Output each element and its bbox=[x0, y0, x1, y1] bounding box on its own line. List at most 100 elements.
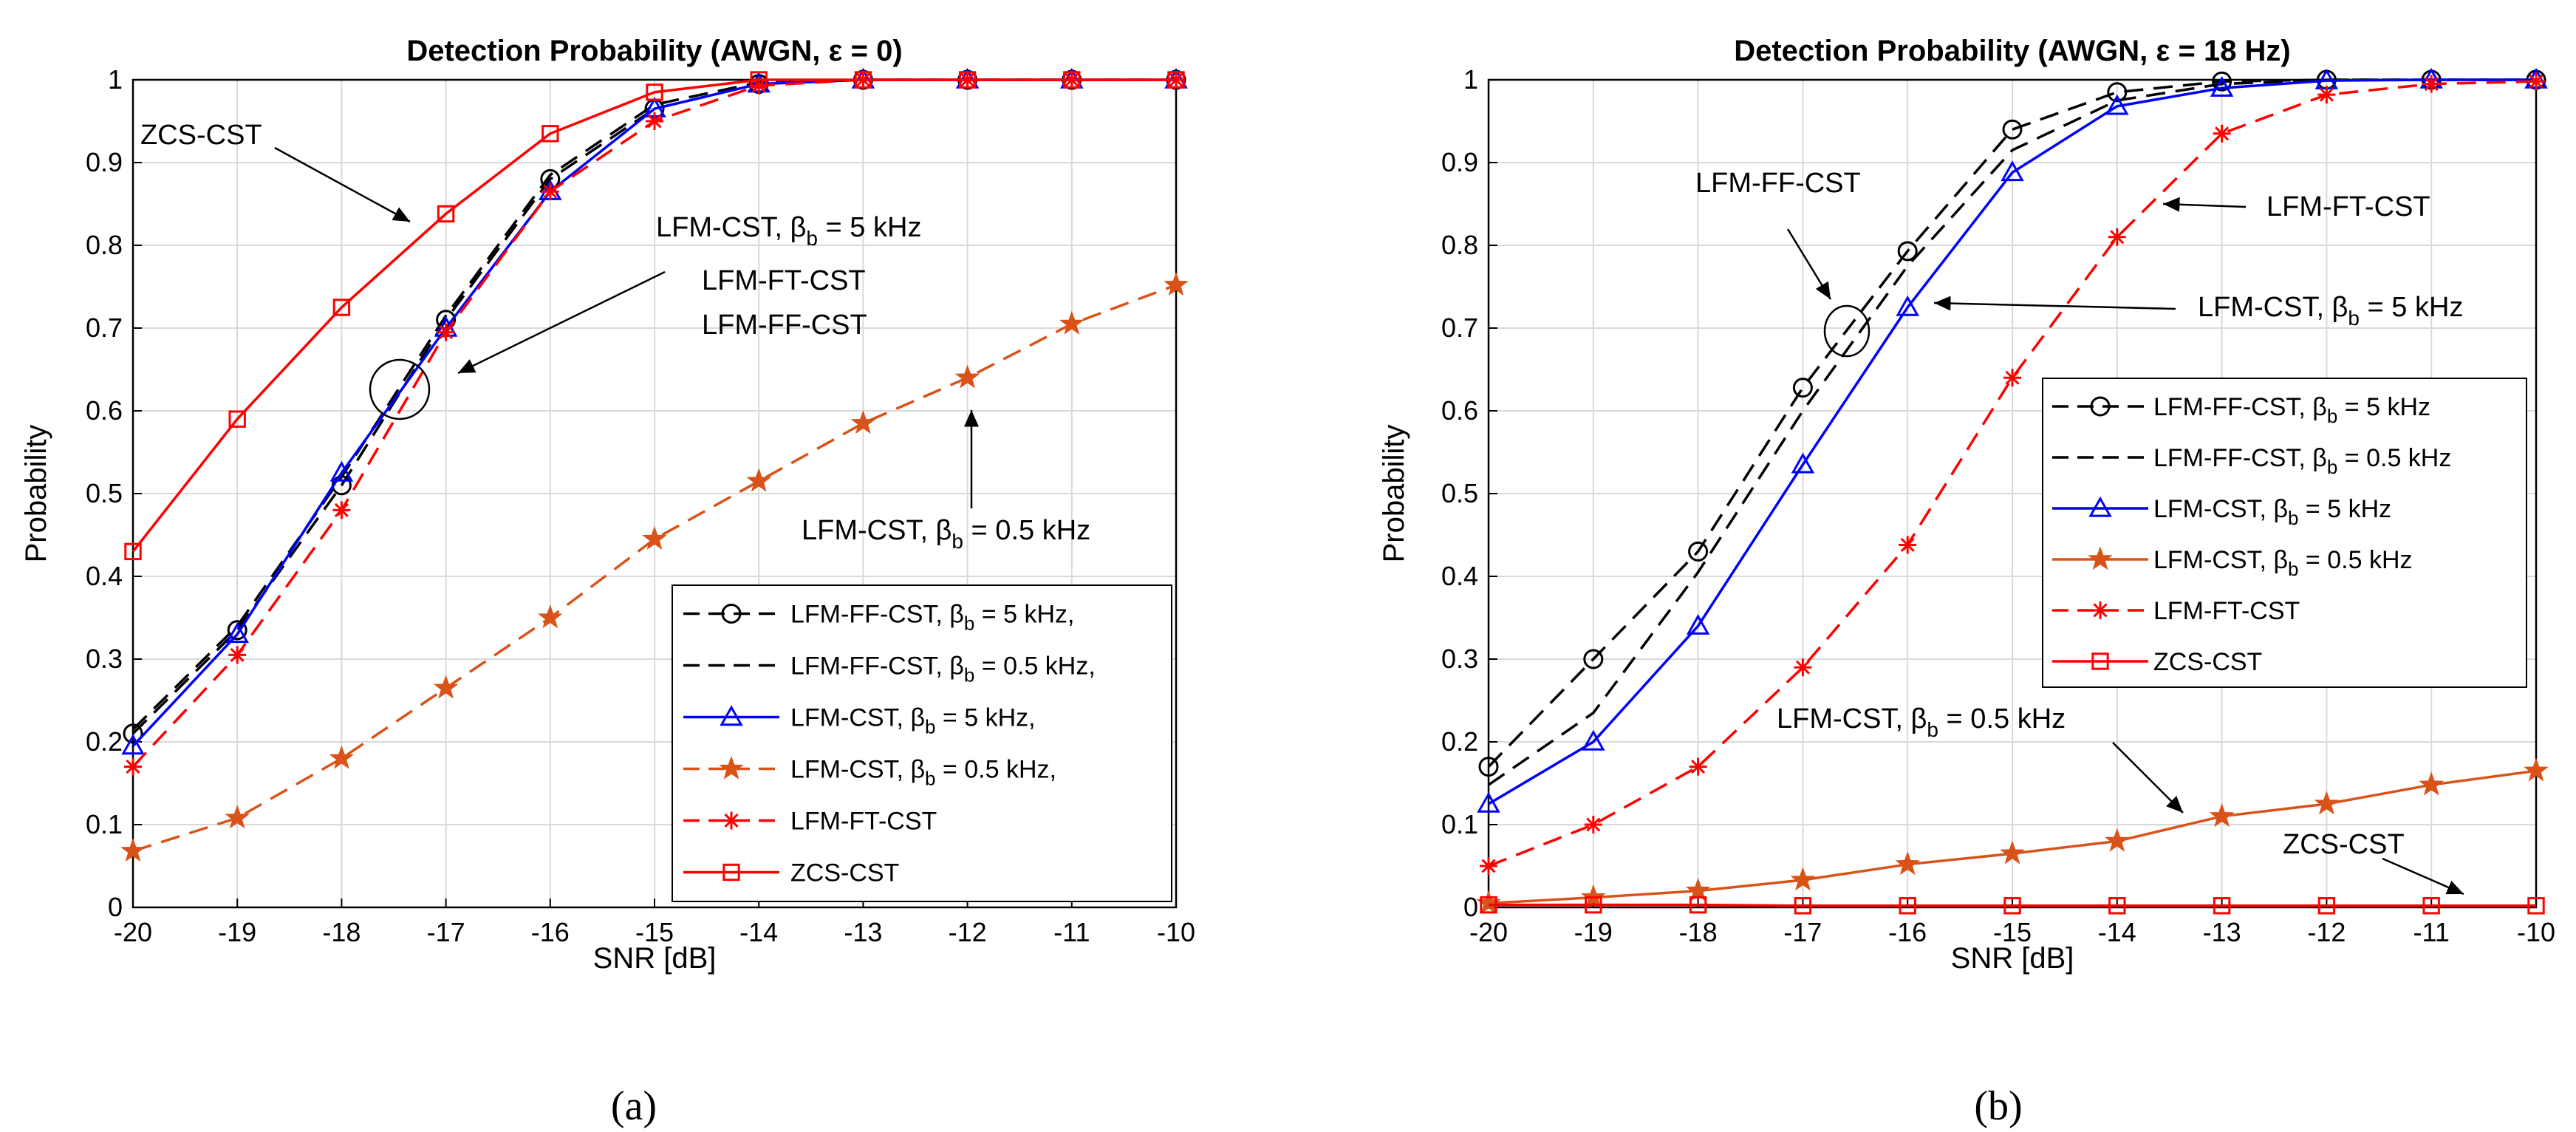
annotation-lfm-ft-cst: LFM-FT-CST bbox=[2266, 191, 2430, 222]
annotation-circle bbox=[369, 358, 431, 420]
annotation-lfm-cst-0-5khz: LFM-CST, βb = 0.5 kHz bbox=[802, 515, 1090, 553]
data-point-marker bbox=[2422, 897, 2440, 915]
annotation-lfm-ft-cst: LFM-FT-CST bbox=[702, 265, 866, 296]
y-tick-label: 0.1 bbox=[86, 809, 123, 839]
data-point-marker bbox=[2001, 160, 2024, 182]
axis-ticks: -20 -19 -18 -17 -16 -15 -14 -13 -12 -11 -10 0 0.1 0.2… bbox=[86, 64, 1195, 947]
data-point-marker bbox=[1480, 896, 1497, 914]
data-point-marker bbox=[121, 734, 145, 755]
data-point-marker bbox=[1583, 649, 1604, 669]
legend: LFM-FF-CST, βb = 5 kHz, LFM-FF-CST, βb = … bbox=[672, 584, 1172, 902]
series-line bbox=[131, 78, 1176, 553]
legend-swatch-marker bbox=[2091, 601, 2109, 619]
legend-item: LFM-CST, βb = 5 kHz bbox=[2052, 495, 2391, 529]
data-point-marker bbox=[541, 183, 559, 201]
data-point-marker bbox=[2422, 75, 2441, 93]
x-tick-label: -17 bbox=[1783, 917, 1822, 947]
chart-panel-a: -20 -19 -18 -17 -16 -15 -14 -13 -12 -11 -10 0 0.1 0.2… bbox=[20, 35, 1195, 1129]
legend-swatch-marker bbox=[2091, 652, 2109, 670]
annotation-circle bbox=[1823, 304, 1870, 358]
legend-item: LFM-CST, βb = 0.5 kHz bbox=[2052, 546, 2413, 580]
data-point-marker bbox=[1899, 536, 1917, 554]
data-point-marker bbox=[1480, 857, 1497, 875]
data-point-marker bbox=[2104, 828, 2130, 852]
data-point-marker bbox=[2314, 791, 2340, 815]
data-point-marker bbox=[437, 323, 455, 341]
data-point-marker bbox=[120, 838, 146, 862]
x-tick-label: -12 bbox=[949, 917, 987, 947]
x-tick-label: -13 bbox=[2203, 917, 2241, 947]
data-point-marker bbox=[2210, 75, 2234, 97]
data-point-marker bbox=[124, 757, 142, 776]
series-4 bbox=[1480, 72, 2545, 875]
data-point-marker bbox=[1791, 452, 1815, 474]
data-point-marker bbox=[2105, 94, 2129, 115]
legend-swatch-marker bbox=[721, 604, 742, 624]
legend: LFM-FF-CST, βb = 5 kHz LFM-FF-CST, βb = 0… bbox=[2042, 378, 2527, 688]
legend-swatch-marker bbox=[719, 755, 744, 780]
data-point-marker bbox=[2317, 897, 2336, 915]
data-point-marker bbox=[1685, 877, 1711, 901]
legend-label: LFM-FF-CST, βb = 0.5 kHz bbox=[2153, 444, 2451, 478]
y-tick-label: 0.3 bbox=[1441, 644, 1478, 674]
data-point-marker bbox=[1477, 791, 1500, 813]
data-point-marker bbox=[850, 410, 876, 434]
legend-item: LFM-CST, βb = 0.5 kHz, bbox=[683, 756, 1056, 790]
data-point-marker bbox=[227, 620, 247, 641]
data-point-marker bbox=[642, 525, 667, 550]
data-point-marker bbox=[2000, 840, 2025, 865]
data-point-marker bbox=[1164, 272, 1189, 296]
annotation-lfm-cst-5khz: LFM-CST, βb = 5 kHz bbox=[2198, 292, 2463, 330]
y-tick-label: 0.8 bbox=[86, 230, 123, 260]
panel-label-b: (b) bbox=[1974, 1083, 2022, 1129]
data-point-marker bbox=[437, 205, 455, 223]
data-point-marker bbox=[646, 112, 663, 130]
data-point-marker bbox=[2213, 897, 2231, 915]
data-point-marker bbox=[646, 83, 663, 101]
legend-label: LFM-FF-CST, βb = 5 kHz, bbox=[790, 601, 1074, 635]
data-point-marker bbox=[2003, 369, 2021, 387]
data-point-marker bbox=[225, 622, 249, 644]
data-point-marker bbox=[2212, 71, 2232, 92]
data-point-marker bbox=[1897, 241, 1918, 262]
legend-label: ZCS-CST bbox=[2153, 648, 2262, 676]
y-tick-label: 0.7 bbox=[1441, 313, 1478, 343]
legend-swatch-marker bbox=[2088, 496, 2112, 517]
y-tick-label: 0.6 bbox=[1441, 395, 1478, 426]
legend-box bbox=[672, 584, 1172, 902]
x-tick-label: -12 bbox=[2307, 917, 2346, 947]
y-tick-label: 1 bbox=[1463, 64, 1478, 95]
y-tick-label: 0.9 bbox=[1441, 147, 1478, 177]
data-point-marker bbox=[958, 71, 977, 89]
data-point-marker bbox=[2003, 897, 2021, 915]
series-line bbox=[1488, 78, 2536, 805]
legend-label: LFM-FF-CST, βb = 5 kHz bbox=[2153, 393, 2430, 427]
annotation-arrow-0-5khz bbox=[2112, 742, 2184, 814]
series-3 bbox=[120, 272, 1189, 862]
x-tick-label: -14 bbox=[2098, 917, 2136, 947]
data-point-marker bbox=[433, 675, 459, 699]
annotation-arrow-5khz bbox=[1933, 296, 2176, 311]
x-tick-label: -10 bbox=[1157, 917, 1195, 947]
x-tick-label: -20 bbox=[1469, 917, 1508, 947]
data-point-marker bbox=[2213, 124, 2231, 143]
legend-label: LFM-FF-CST, βb = 0.5 kHz, bbox=[790, 652, 1096, 686]
data-point-marker bbox=[2527, 897, 2545, 915]
legend-item: LFM-FF-CST, βb = 5 kHz bbox=[2052, 393, 2430, 427]
annotation-arrow-zcs bbox=[274, 146, 411, 223]
y-tick-label: 0 bbox=[108, 892, 123, 922]
data-point-marker bbox=[332, 299, 351, 316]
y-tick-label: 0.5 bbox=[1441, 478, 1478, 508]
data-point-marker bbox=[1585, 896, 1602, 914]
legend-label: LFM-FT-CST bbox=[2153, 597, 2300, 625]
data-point-marker bbox=[1794, 897, 1812, 915]
y-tick-label: 0 bbox=[1463, 892, 1478, 922]
legend-swatch-marker bbox=[2090, 396, 2111, 417]
legend-swatch-marker bbox=[722, 811, 740, 830]
x-tick-label: -20 bbox=[114, 917, 152, 947]
series-5 bbox=[124, 71, 1185, 561]
y-tick-label: 0.6 bbox=[86, 395, 123, 426]
y-axis-label: Probability bbox=[20, 425, 52, 563]
y-tick-label: 1 bbox=[108, 64, 123, 95]
